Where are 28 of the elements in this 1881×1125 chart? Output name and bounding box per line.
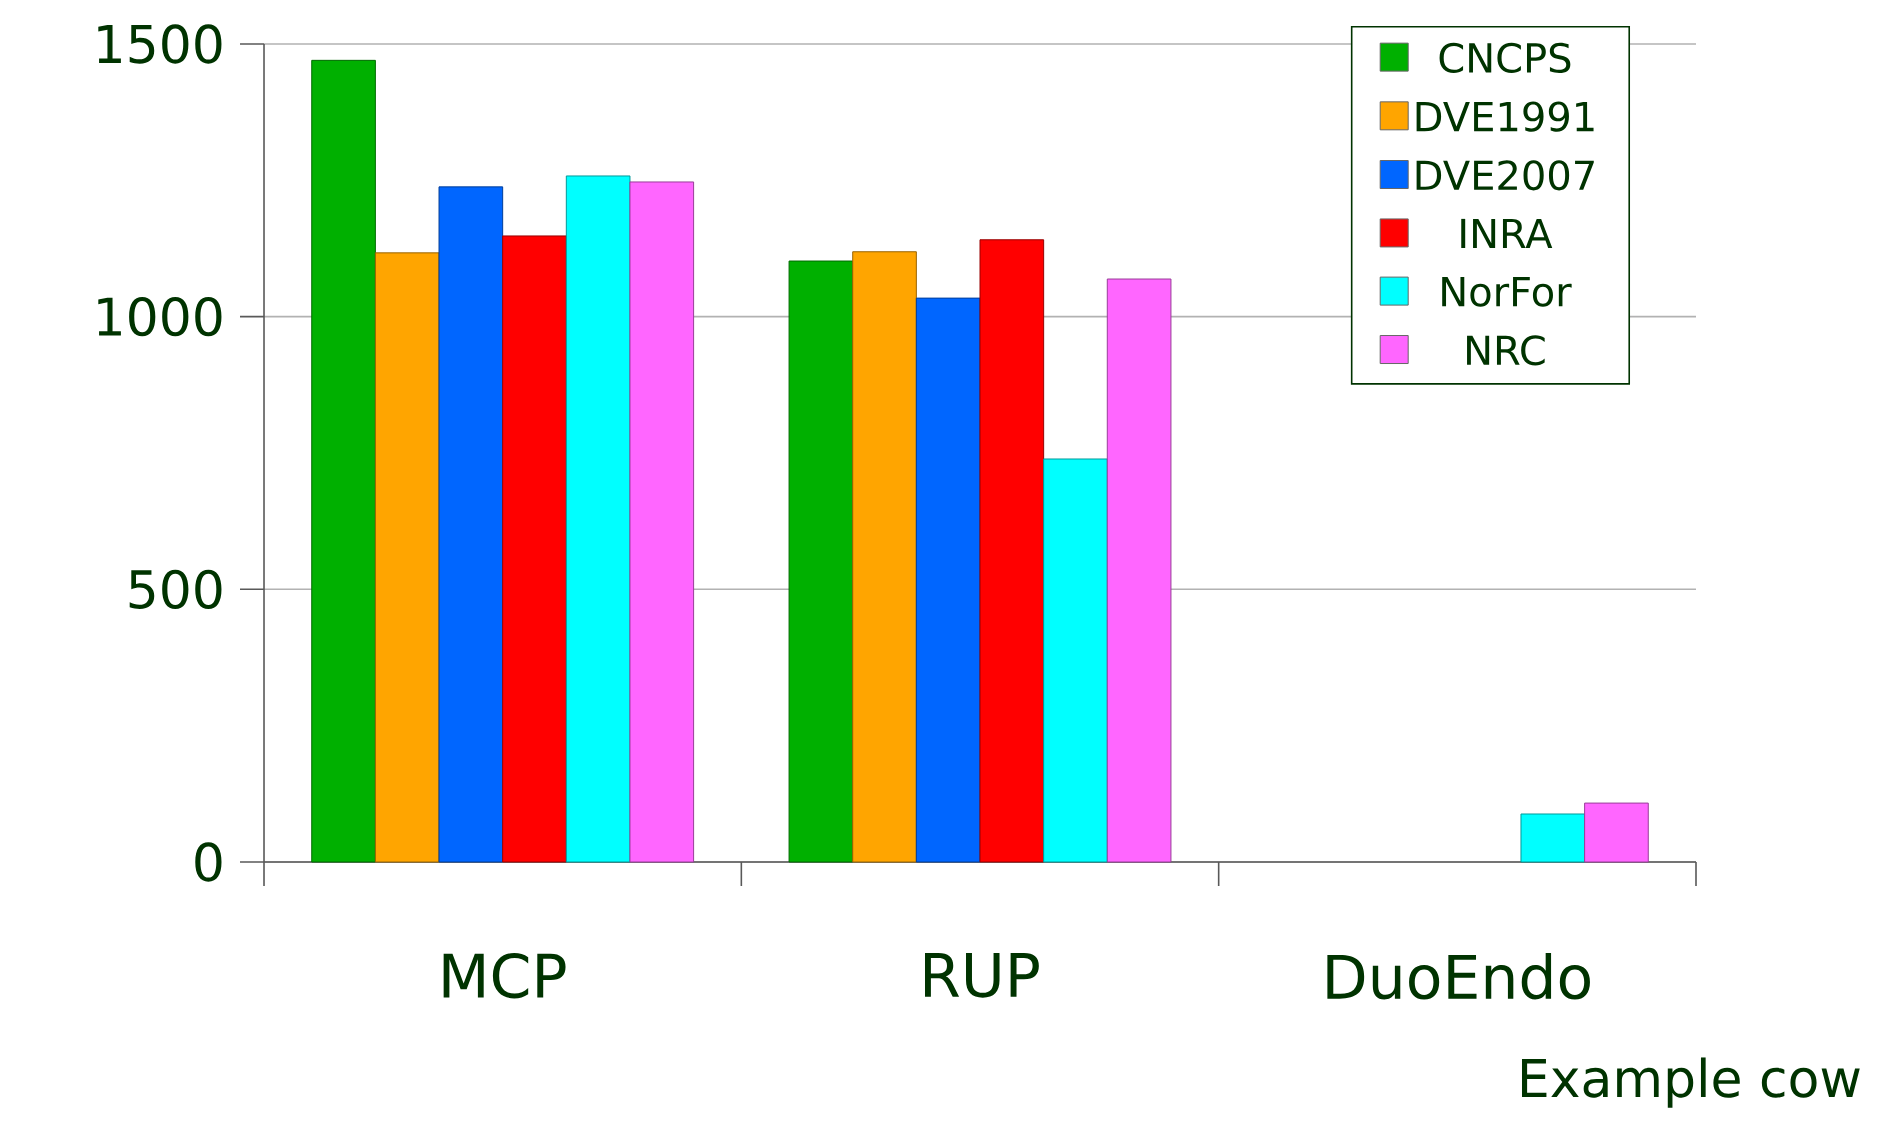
bar: [502, 235, 567, 863]
x-tick-label: DuoEndo: [1327, 953, 1590, 1000]
y-tick-label: 0: [195, 842, 222, 882]
y-tick-label: 1000: [98, 296, 222, 337]
bar: [311, 59, 376, 863]
x-tick-label: MCP: [443, 953, 566, 999]
legend-label: CNCPS: [1439, 42, 1571, 74]
bar: [979, 239, 1045, 863]
legend-label: NorFor: [1442, 277, 1572, 307]
bar: [1584, 802, 1649, 863]
bar: [438, 186, 504, 863]
bar: [788, 260, 854, 863]
y-tick-label: 1500: [98, 24, 222, 64]
legend-label: DVE1991: [1416, 101, 1594, 132]
bar: [629, 181, 695, 863]
legend-label: DVE2007: [1416, 160, 1594, 191]
text: Example cow: [1521, 1057, 1860, 1108]
bar: [1043, 458, 1108, 863]
bar: [565, 175, 631, 863]
bar: [374, 252, 440, 863]
bar: [1520, 813, 1586, 863]
bar: [1106, 278, 1172, 863]
x-tick-label: RUP: [925, 953, 1039, 998]
legend-label: NRC: [1467, 335, 1545, 366]
bar: [915, 297, 981, 863]
legend-label: INRA: [1461, 218, 1553, 249]
y-tick-label: 500: [129, 569, 222, 609]
bar: [852, 251, 917, 863]
